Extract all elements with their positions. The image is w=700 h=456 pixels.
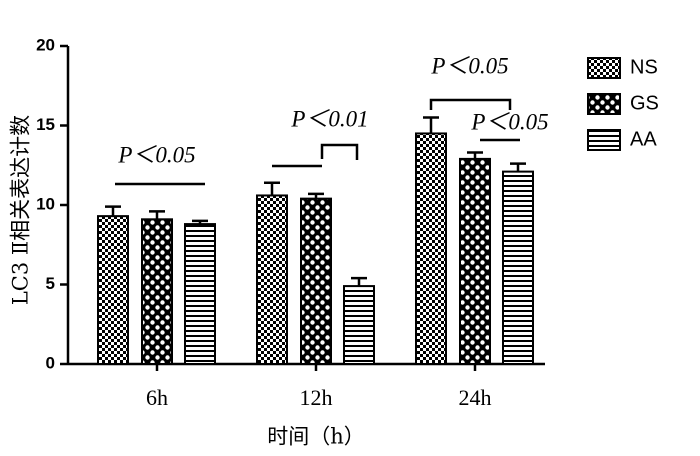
bar [300,197,332,365]
y-tick-label: 0 [46,353,55,372]
legend-label: AA [630,128,657,150]
annotation: P＜0.05 [430,53,508,78]
x-axis-label: 时间（h） [267,425,365,449]
annotation: P＜0.05 [117,142,195,167]
error-bar [264,181,280,196]
bar [141,218,173,365]
bar [502,170,534,365]
bar [415,132,447,365]
bar [459,157,491,365]
legend-swatch [587,129,621,151]
error-bar [308,192,324,199]
bar [184,223,216,365]
legend-swatch [587,93,621,115]
error-bar [192,219,208,225]
y-tick-label: 20 [36,35,55,54]
y-tick-label: 5 [46,274,55,293]
legend-label: NS [630,56,658,78]
error-bar [149,210,165,220]
error-bar [351,276,367,287]
error-bar [510,162,526,172]
error-bar [105,205,121,217]
annotation: P＜0.05 [470,109,548,134]
x-tick-label: 12h [300,385,333,410]
x-tick-label: 6h [146,385,168,410]
x-tick-label: 24h [459,385,492,410]
bar [343,285,375,365]
legend-swatch [587,57,621,79]
bar [256,194,288,365]
bar [97,215,129,365]
error-bar [423,116,439,134]
y-tick-label: 10 [36,194,55,213]
brackets [115,98,520,186]
y-axis-label: LC3 Ⅱ相关表达计数 [9,115,33,305]
y-tick-label: 15 [36,115,55,134]
legend-label: GS [630,92,659,114]
error-bar [467,151,483,159]
annotation: P＜0.01 [290,106,368,131]
